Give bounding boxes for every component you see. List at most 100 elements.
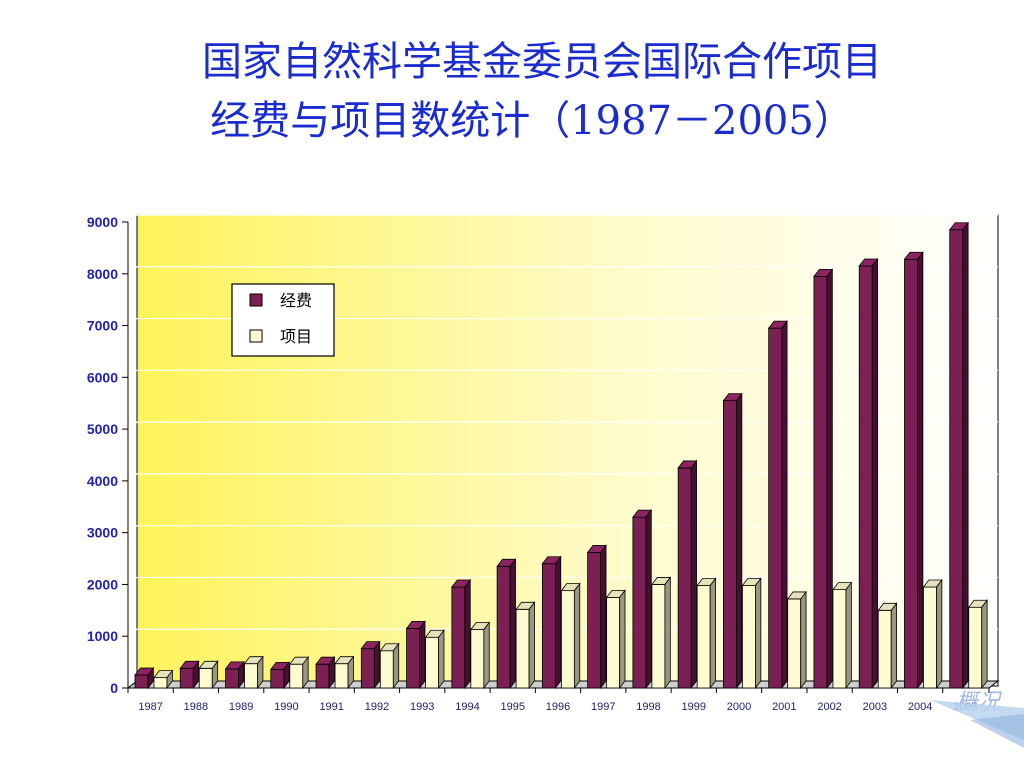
y-tick-label: 5000 bbox=[87, 421, 118, 437]
bar-funding-1999 bbox=[677, 459, 698, 690]
bar-side bbox=[347, 655, 354, 690]
bar-front bbox=[360, 648, 375, 689]
bar-side bbox=[736, 392, 743, 690]
bar-funding-1997 bbox=[586, 544, 607, 690]
x-tick-label: 1998 bbox=[636, 701, 660, 713]
bar-side bbox=[645, 508, 652, 690]
bar-side bbox=[600, 544, 607, 690]
x-tick-label: 1988 bbox=[184, 701, 208, 713]
gridline bbox=[127, 369, 998, 378]
bar-funding-1994 bbox=[451, 578, 472, 690]
y-tick-label: 2000 bbox=[87, 576, 118, 592]
bar-side bbox=[192, 660, 200, 690]
bar-front bbox=[877, 609, 892, 689]
bar-side bbox=[664, 576, 671, 690]
bar-side bbox=[554, 555, 562, 690]
bar-side bbox=[962, 221, 969, 690]
x-tick-label: 1995 bbox=[500, 701, 524, 713]
bar-side bbox=[373, 640, 381, 690]
y-tick-label: 4000 bbox=[87, 473, 118, 489]
gridline bbox=[127, 317, 998, 327]
x-tick-label: 1997 bbox=[591, 701, 615, 713]
x-tick-label: 1990 bbox=[274, 701, 298, 713]
bar-side bbox=[528, 601, 535, 690]
bar-front bbox=[270, 668, 285, 689]
gridline bbox=[127, 525, 998, 534]
gridline bbox=[127, 266, 998, 275]
bar-side bbox=[890, 602, 898, 690]
bar-side bbox=[936, 578, 943, 690]
gridline bbox=[127, 576, 998, 585]
bar-funding-2001 bbox=[767, 319, 788, 690]
gridline bbox=[127, 473, 998, 482]
bar-front bbox=[198, 667, 213, 689]
bar-front bbox=[541, 563, 556, 689]
bar-projects-1990 bbox=[288, 656, 310, 690]
bar-side bbox=[619, 589, 626, 690]
bar-front bbox=[153, 677, 168, 689]
bar-front bbox=[813, 275, 828, 689]
x-tick-label: 2003 bbox=[863, 701, 887, 713]
bar-front bbox=[787, 598, 802, 689]
bar-funding-1998 bbox=[632, 508, 653, 690]
bar-side bbox=[147, 666, 154, 690]
bar-funding-1989 bbox=[224, 660, 245, 690]
x-tick-label: 1996 bbox=[546, 701, 570, 713]
x-tick-label: 1989 bbox=[229, 701, 253, 713]
bar-projects-1997 bbox=[605, 589, 626, 690]
y-tick-label: 6000 bbox=[87, 369, 118, 385]
bar-front bbox=[179, 667, 194, 689]
x-tick-label: 1987 bbox=[138, 701, 162, 713]
x-tick-label: 1993 bbox=[410, 701, 434, 713]
plot-side-wall bbox=[127, 213, 138, 690]
bar-funding-1988 bbox=[179, 660, 200, 690]
x-tick-label: 2000 bbox=[727, 701, 751, 713]
bar-front bbox=[134, 674, 149, 689]
x-tick-label: 1992 bbox=[365, 701, 389, 713]
bar-funding-1991 bbox=[315, 656, 336, 690]
bar-front bbox=[496, 565, 511, 689]
bar-front bbox=[949, 229, 964, 689]
bar-projects-2002 bbox=[832, 581, 853, 690]
bar-front bbox=[515, 608, 530, 689]
bar-funding-1993 bbox=[405, 620, 426, 690]
chart-title-line-1: 国家自然科学基金委员会国际合作项目 bbox=[202, 39, 882, 85]
bar-front bbox=[606, 596, 621, 689]
x-tick-label: 1999 bbox=[682, 701, 706, 713]
legend-label-projects: 项目 bbox=[280, 327, 312, 346]
bar-front bbox=[451, 586, 466, 689]
bar-side bbox=[238, 660, 245, 690]
y-tick-label: 3000 bbox=[87, 525, 118, 541]
x-tick-label: 2002 bbox=[817, 701, 841, 713]
bar-funding-1990 bbox=[269, 661, 291, 690]
bar-side bbox=[981, 599, 988, 690]
bar-projects-1991 bbox=[334, 655, 355, 690]
bar-funding-2003 bbox=[858, 257, 879, 690]
bar-projects-1996 bbox=[560, 582, 581, 690]
bar-funding-2002 bbox=[813, 268, 834, 690]
bar-front bbox=[406, 628, 420, 689]
x-tick-label: 1991 bbox=[319, 701, 343, 713]
bar-front bbox=[244, 663, 258, 689]
bar-projects-2004 bbox=[922, 578, 943, 690]
bar-projects-1998 bbox=[651, 576, 672, 690]
y-tick-label: 7000 bbox=[87, 318, 118, 334]
bar-projects-2001 bbox=[786, 590, 807, 690]
bar-side bbox=[845, 581, 852, 690]
bar-side bbox=[464, 578, 471, 690]
x-tick-label: 2004 bbox=[908, 701, 932, 713]
bar-side bbox=[573, 582, 581, 690]
bar-side bbox=[800, 590, 807, 690]
bar-front bbox=[832, 589, 847, 689]
bar-side bbox=[419, 620, 426, 690]
legend-swatch-funding bbox=[249, 293, 263, 307]
bar-funding-2004 bbox=[903, 251, 924, 690]
legend-box bbox=[231, 283, 335, 357]
bar-side bbox=[690, 459, 697, 690]
legend-label-funding: 经费 bbox=[280, 291, 312, 310]
bar-side bbox=[781, 319, 788, 690]
bar-front bbox=[651, 584, 666, 689]
bar-front bbox=[768, 327, 783, 689]
bar-front bbox=[742, 585, 756, 689]
